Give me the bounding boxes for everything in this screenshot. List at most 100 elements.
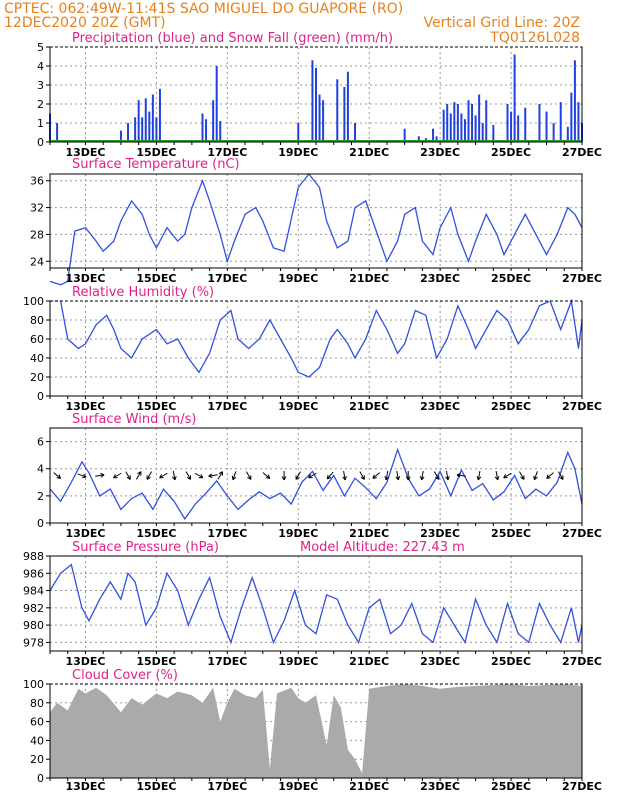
precip-bar [403, 128, 406, 142]
precip-bar [212, 100, 215, 142]
precip-panel: 0 1 2 3 4 5 13DEC 15DEC 17DEC 19DEC 21DEC 23DEC 25DE… [37, 31, 602, 159]
precip-bar [155, 117, 158, 142]
precip-bar [148, 111, 151, 142]
x-date-label: 17DEC [207, 527, 247, 540]
precip-bar [318, 94, 321, 142]
precip-bar [463, 119, 466, 142]
y-tick-label: 80 [30, 697, 44, 710]
x-date-label: 25DEC [491, 272, 531, 285]
y-tick-label: 982 [23, 602, 44, 615]
precip-bar [336, 79, 339, 142]
precip-bar [552, 123, 555, 142]
precip-bar [119, 130, 122, 142]
x-date-label: 17DEC [207, 780, 247, 793]
precip-title: Precipitation (blue) and Snow Fall (gree… [72, 31, 393, 46]
precip-bar [417, 136, 420, 142]
wind-title: Surface Wind (m/s) [72, 412, 196, 427]
wind-arrow [262, 472, 271, 479]
precip-bar [158, 88, 161, 142]
precip-bar [297, 123, 300, 142]
x-date-label: 23DEC [420, 655, 460, 668]
pressure-panel: 978 980 982 984 986 988 13DEC 15DEC 17DEC 19DEC 21… [23, 540, 602, 668]
precip-bar [524, 107, 527, 142]
humidity-title: Relative Humidity (%) [72, 285, 214, 300]
precip-bar [322, 100, 325, 142]
pressure-line [49, 563, 583, 645]
precip-bar [446, 104, 449, 142]
wind-arrow [503, 472, 512, 479]
precip-bar [134, 117, 137, 142]
x-date-label: 15DEC [136, 780, 176, 793]
precip-bar [219, 121, 222, 142]
precip-bar [311, 60, 314, 142]
precip-bar [141, 117, 144, 142]
precip-bar [354, 123, 357, 142]
header-model-code: TQ0126L028 [489, 30, 580, 46]
cloud-panel: 0 20 40 60 80 100 13DEC 15DEC 17DEC 19DEC 21DEC 23D… [23, 668, 602, 793]
x-date-label: 13DEC [65, 527, 105, 540]
x-date-label: 17DEC [207, 655, 247, 668]
y-tick-label: 1 [37, 117, 44, 130]
humidity-panel: 0 20 40 60 80 100 13DEC 15DEC 17DEC 19DEC 21DEC 23D… [23, 285, 602, 413]
wind-arrow [519, 471, 525, 480]
precip-bar [538, 104, 541, 142]
precip-bar [570, 92, 573, 142]
precip-bar [513, 54, 516, 142]
x-date-label: 23DEC [420, 780, 460, 793]
wind-arrow [384, 470, 390, 481]
wind-arrow [372, 472, 381, 479]
x-date-label: 19DEC [278, 527, 318, 540]
x-date-label: 21DEC [349, 400, 389, 413]
precip-bar [506, 104, 509, 142]
x-date-label: 27DEC [562, 272, 602, 285]
x-date-label: 21DEC [349, 780, 389, 793]
wind-line [49, 447, 583, 521]
precip-bar [432, 128, 435, 142]
x-date-label: 13DEC [65, 272, 105, 285]
y-tick-label: 40 [30, 734, 44, 747]
precip-bar [201, 113, 204, 142]
precip-bar [566, 126, 569, 142]
precip-bar [449, 113, 452, 142]
x-date-label: 17DEC [207, 400, 247, 413]
precip-bar [346, 71, 349, 142]
precip-bar [474, 115, 477, 142]
x-date-label: 19DEC [278, 272, 318, 285]
y-tick-label: 60 [30, 716, 44, 729]
temperature-title: Surface Temperature (nC) [72, 157, 240, 172]
x-date-label: 19DEC [278, 655, 318, 668]
x-date-label: 23DEC [420, 400, 460, 413]
x-date-label: 15DEC [136, 655, 176, 668]
y-tick-label: 978 [23, 636, 44, 649]
y-tick-label: 4 [37, 463, 44, 476]
wind-arrow [95, 472, 105, 478]
x-date-label: 21DEC [349, 655, 389, 668]
wind-arrow [546, 472, 554, 479]
x-date-label: 27DEC [562, 527, 602, 540]
y-tick-label: 980 [23, 619, 44, 632]
precip-bar [510, 111, 513, 142]
precip-bar [127, 123, 130, 142]
y-tick-label: 0 [37, 517, 44, 530]
x-date-label: 25DEC [491, 527, 531, 540]
precip-bar [478, 94, 481, 142]
cloud-title: Cloud Cover (%) [72, 668, 178, 683]
y-tick-label: 36 [30, 175, 44, 188]
y-tick-label: 3 [37, 79, 44, 92]
x-date-label: 27DEC [562, 400, 602, 413]
precip-bar [471, 104, 474, 142]
y-tick-label: 28 [30, 228, 44, 241]
precip-bar [137, 100, 140, 142]
wind-arrow [445, 470, 450, 481]
wind-arrow [326, 471, 334, 480]
humidity-line [50, 298, 583, 378]
precip-bar [460, 113, 463, 142]
x-date-label: 19DEC [278, 780, 318, 793]
header-grid-line: Vertical Grid Line: 20Z [424, 15, 580, 31]
plot-frame [49, 555, 583, 652]
y-tick-label: 0 [37, 390, 44, 403]
y-tick-label: 5 [37, 41, 44, 54]
wind-arrow [125, 471, 131, 480]
y-tick-label: 4 [37, 60, 44, 73]
wind-arrow [433, 471, 440, 480]
